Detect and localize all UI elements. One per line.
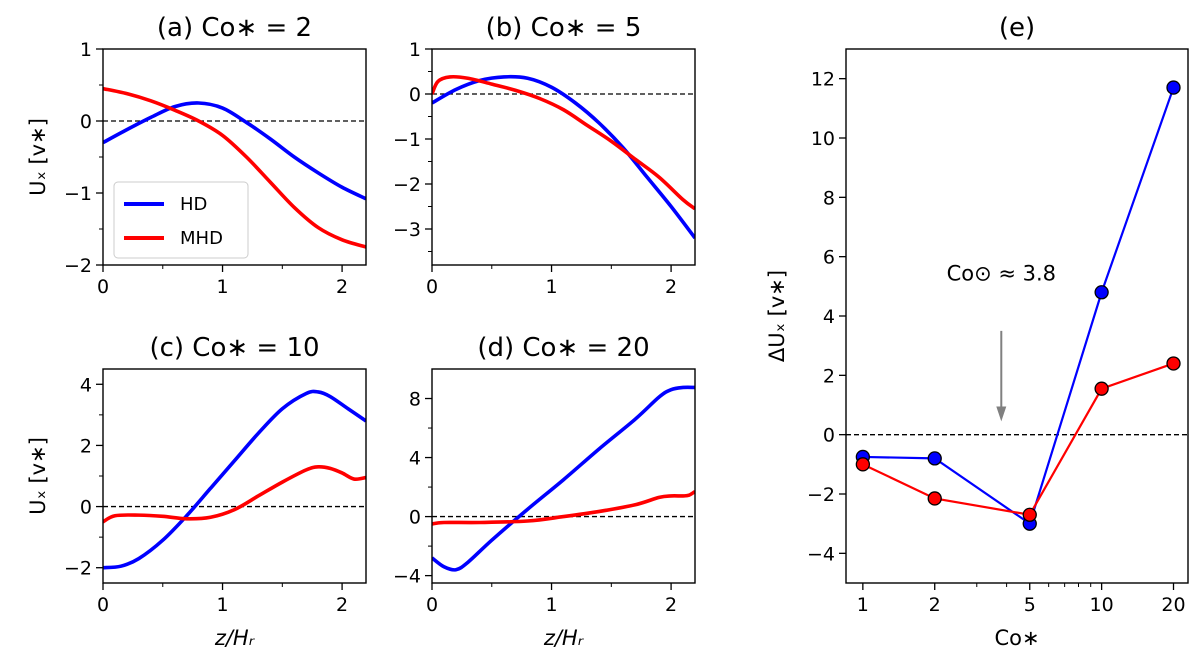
- x-tick-label: 1: [545, 276, 557, 298]
- marker-mhd-1: [855, 457, 871, 472]
- marker-mhd-5: [1022, 507, 1037, 522]
- panel-a: 0 1 2 −2 −1 0 1 (a) Co∗ = 2 Uₓ [v∗]: [26, 13, 367, 298]
- series-line-mhd: [862, 362, 1174, 516]
- x-tick-label: 5: [1024, 594, 1036, 616]
- x-tick-label: 1: [216, 594, 228, 616]
- x-tick-label: 2: [665, 594, 677, 616]
- legend: HD MHD: [113, 181, 249, 259]
- series-line-hd: [862, 87, 1175, 526]
- y-axis-label: Uₓ [v∗]: [26, 118, 50, 196]
- plot-frame: [102, 48, 367, 266]
- y-axis-label: ΔUₓ [v∗]: [765, 270, 789, 362]
- marker-hd-20: [1166, 80, 1181, 95]
- series-line-hd: [103, 389, 366, 570]
- x-tick-label: 2: [336, 276, 348, 298]
- x-tick-label: 2: [665, 276, 677, 298]
- plot-frame: [431, 368, 696, 584]
- y-tick-label: −2: [807, 484, 835, 506]
- panel-title: (d) Co∗ = 20: [477, 333, 649, 363]
- x-axis-label: z/Hᵣ: [543, 626, 585, 650]
- marker-hd-10: [1094, 285, 1109, 300]
- series-line-mhd: [432, 74, 695, 211]
- x-tick-label: 20: [1161, 594, 1185, 616]
- y-tick-label: −4: [807, 543, 835, 565]
- y-tick-label: 2: [823, 365, 835, 387]
- y-tick-label: 0: [823, 425, 835, 447]
- marker-mhd-10: [1094, 381, 1109, 396]
- x-tick-label: 2: [929, 594, 941, 616]
- y-tick-label: 4: [409, 448, 421, 470]
- x-tick-label: 10: [1090, 594, 1114, 616]
- y-tick-label: 0: [80, 111, 92, 133]
- y-tick-label: −4: [393, 566, 421, 588]
- marker-mhd-2: [927, 491, 942, 506]
- annotation-arrow-head: [996, 406, 1007, 422]
- y-axis-label: Uₓ [v∗]: [26, 437, 50, 515]
- y-tick-label: 8: [823, 187, 835, 209]
- y-tick-label: 0: [409, 84, 421, 106]
- marker-hd-2: [927, 451, 942, 466]
- marker-mhd-20: [1166, 356, 1181, 371]
- panel-title: (a) Co∗ = 2: [157, 13, 312, 43]
- series-line-mhd: [103, 464, 366, 524]
- series-line-hd: [432, 74, 695, 240]
- y-tick-label: 8: [409, 389, 421, 411]
- series-line-hd: [432, 385, 695, 572]
- series-line-hd: [103, 101, 366, 201]
- y-tick-label: 4: [80, 374, 92, 396]
- panel-title: (c) Co∗ = 10: [149, 333, 319, 363]
- panel-title: (e): [999, 13, 1035, 43]
- x-tick-label: 0: [97, 276, 109, 298]
- legend-hd-label: HD: [180, 194, 207, 215]
- y-tick-label: −2: [393, 174, 421, 196]
- x-tick-label: 0: [426, 276, 438, 298]
- plot-frame: [845, 48, 1189, 584]
- y-tick-label: −2: [64, 255, 92, 277]
- series-line-mhd: [432, 489, 695, 526]
- x-tick-label: 0: [97, 594, 109, 616]
- y-tick-label: −2: [64, 558, 92, 580]
- y-tick-label: −3: [393, 219, 421, 241]
- y-tick-label: −1: [393, 129, 421, 151]
- y-tick-label: 4: [823, 306, 835, 328]
- y-tick-label: 1: [80, 39, 92, 61]
- y-tick-label: 1: [409, 39, 421, 61]
- plot-frame: [431, 48, 696, 266]
- panel-title: (b) Co∗ = 5: [486, 13, 642, 43]
- y-tick-label: 0: [409, 507, 421, 529]
- x-axis-label: z/Hᵣ: [214, 626, 256, 650]
- x-tick-label: 1: [545, 594, 557, 616]
- y-tick-label: −1: [64, 183, 92, 205]
- x-tick-label: 1: [857, 594, 869, 616]
- x-tick-label: 0: [426, 594, 438, 616]
- y-tick-label: 2: [80, 435, 92, 457]
- x-axis-label: Co∗: [994, 626, 1039, 650]
- sun-coriolis-annotation: Co⊙ ≈ 3.8: [947, 261, 1056, 285]
- y-tick-label: 10: [811, 128, 835, 150]
- panel-b: 0 1 2 −3 −2 −1 0 1 (b) Co∗ = 5: [393, 13, 696, 298]
- x-tick-label: 1: [216, 276, 228, 298]
- y-tick-label: 6: [823, 247, 835, 269]
- x-tick-label: 2: [336, 594, 348, 616]
- legend-mhd-label: MHD: [180, 228, 223, 249]
- y-tick-label: 0: [80, 497, 92, 519]
- y-tick-label: 12: [811, 69, 835, 91]
- plot-frame: [102, 368, 367, 584]
- series-line-mhd: [103, 86, 366, 249]
